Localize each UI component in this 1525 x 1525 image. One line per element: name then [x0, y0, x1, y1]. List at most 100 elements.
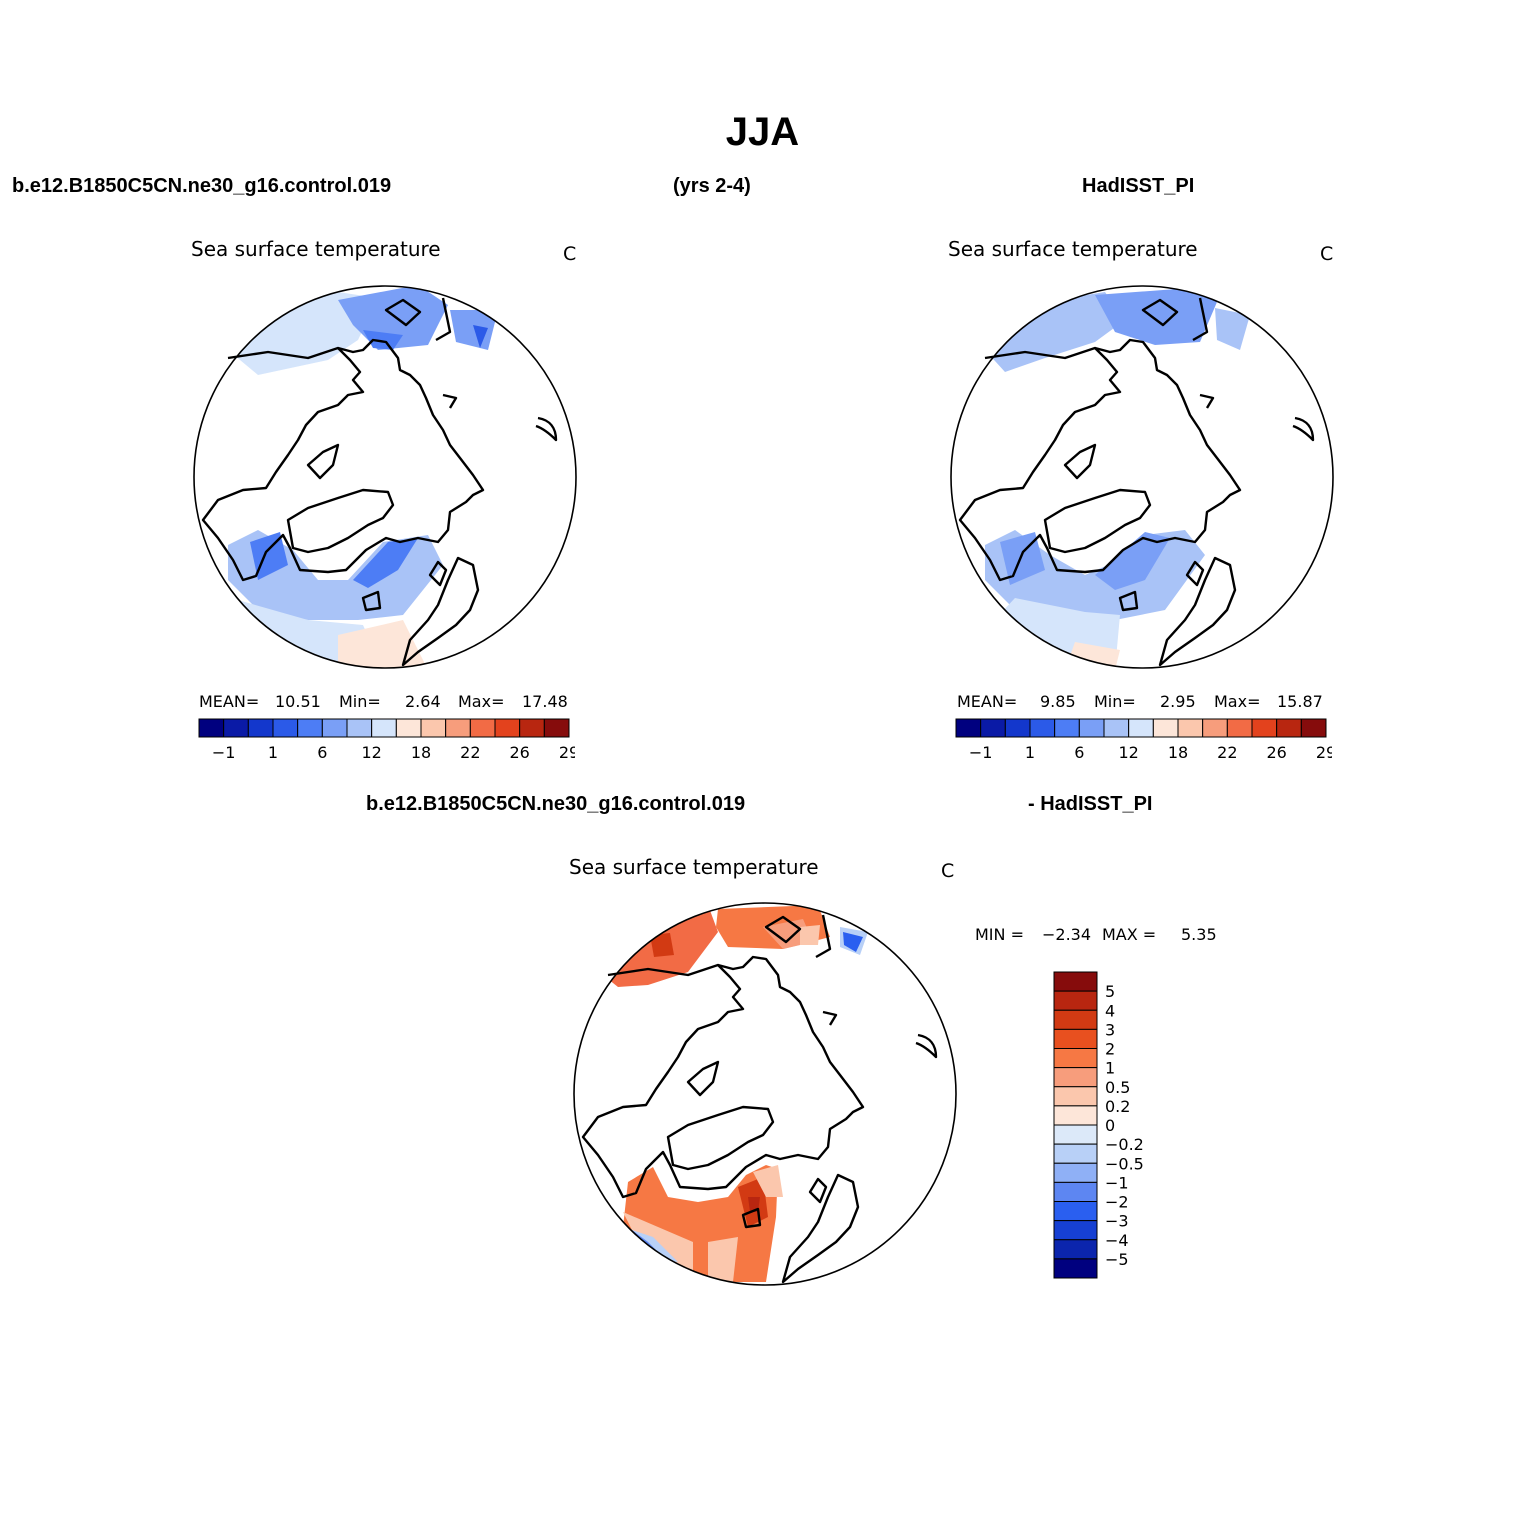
sst-field-shading: [228, 286, 498, 668]
colorbar-tick-label: 22: [460, 743, 480, 762]
colorbar-swatch: [1078, 718, 1105, 738]
colorbar-swatch: [1300, 718, 1327, 738]
colorbar-swatch: [395, 718, 422, 738]
colorbar-tick-label: 3: [1105, 1020, 1115, 1039]
diff-obs-name-header: - HadISST_PI: [1028, 793, 1153, 815]
colorbar-swatch: [1053, 1181, 1098, 1202]
colorbar-swatch: [1053, 1028, 1098, 1049]
colorbar-swatch: [1053, 1009, 1098, 1030]
colorbar-swatch: [1103, 718, 1130, 738]
colorbar-swatch: [346, 718, 373, 738]
colorbar-tick-label: 1: [268, 743, 278, 762]
colorbar-tick-label: 5: [1105, 982, 1115, 1001]
colorbar-swatch: [1053, 1239, 1098, 1260]
min-value: −2.34: [1042, 925, 1092, 944]
obs-sst-polar-map: [950, 285, 1334, 669]
colorbar-tick-label: −1: [1105, 1173, 1129, 1192]
panel-1-units: C: [563, 243, 577, 265]
colorbar-tick-label: 29: [559, 743, 575, 762]
max-label: Max=: [1214, 692, 1261, 711]
colorbar-tick-label: 18: [1168, 743, 1188, 762]
max-value: 17.48: [522, 692, 568, 711]
coastlines: [201, 297, 558, 667]
colorbar-swatch: [1053, 1201, 1098, 1222]
model-sst-polar-map: [193, 285, 577, 669]
colorbar-swatch: [1053, 1162, 1098, 1183]
colorbar-swatch: [1053, 1258, 1098, 1279]
obs-name-header: HadISST_PI: [1082, 175, 1195, 197]
max-label: Max=: [458, 692, 505, 711]
colorbar-swatch: [1053, 990, 1098, 1011]
max-label: MAX =: [1102, 925, 1157, 944]
mean-value: 10.51: [275, 692, 321, 711]
colorbar-tick-label: 1: [1025, 743, 1035, 762]
colorbar-swatch: [1202, 718, 1228, 738]
colorbar-swatch: [1053, 1086, 1098, 1107]
map-boundary-circle: [573, 902, 957, 1286]
colorbar-tick-label: 6: [1074, 743, 1084, 762]
panel-1-variable-title: Sea surface temperature: [191, 237, 441, 261]
panel-2-units: C: [1320, 243, 1334, 265]
colorbar-swatch: [198, 718, 225, 738]
colorbar-swatch: [247, 718, 274, 738]
figure-title: JJA: [725, 110, 800, 154]
panel-2-colorbar: −1 1 6 12 18 22 26 29: [955, 718, 1332, 762]
colorbar-tick-label: 18: [411, 743, 431, 762]
min-label: Min=: [1094, 692, 1136, 711]
colorbar-tick-label: −1: [969, 743, 993, 762]
colorbar-swatch: [955, 718, 982, 738]
colorbar-swatch: [1053, 1067, 1098, 1088]
colorbar-tick-label: 26: [1266, 743, 1286, 762]
colorbar-tick-label: 29: [1316, 743, 1332, 762]
colorbar-tick-label: −1: [212, 743, 236, 762]
min-label: Min=: [339, 692, 381, 711]
colorbar-swatch: [1053, 1143, 1098, 1164]
colorbar-swatch: [420, 718, 447, 738]
colorbar-swatch: [1053, 1048, 1098, 1069]
colorbar-tick-label: 26: [509, 743, 529, 762]
colorbar-tick-label: 1: [1105, 1059, 1115, 1078]
max-value: 5.35: [1181, 925, 1217, 944]
colorbar-swatch: [1276, 718, 1302, 738]
colorbar-swatch: [543, 718, 570, 738]
colorbar-tick-label: 2: [1105, 1040, 1115, 1059]
colorbar-tick-label: −3: [1105, 1212, 1129, 1231]
colorbar-swatch: [321, 718, 348, 738]
colorbar-swatch: [1177, 718, 1204, 738]
colorbar-swatch: [272, 718, 299, 738]
colorbar-tick-label: 0.2: [1105, 1097, 1130, 1116]
colorbar-swatch: [1226, 718, 1253, 738]
diff-case-name-header: b.e12.B1850C5CN.ne30_g16.control.019: [366, 793, 746, 815]
colorbar-swatch: [494, 718, 521, 738]
colorbar-tick-label: 12: [1118, 743, 1138, 762]
colorbar-swatch: [223, 718, 249, 738]
colorbar-swatch: [980, 718, 1006, 738]
coastlines: [958, 297, 1315, 667]
colorbar-swatch: [1053, 1124, 1098, 1145]
colorbar-swatch: [1053, 1105, 1098, 1126]
panel-3-units: C: [941, 860, 955, 882]
map-boundary-circle: [193, 285, 577, 669]
colorbar-tick-label: −4: [1105, 1231, 1129, 1250]
colorbar-swatch: [1053, 1220, 1098, 1241]
colorbar-tick-label: 0: [1105, 1116, 1115, 1135]
colorbar-tick-label: 22: [1217, 743, 1237, 762]
colorbar-tick-label: −0.5: [1105, 1154, 1144, 1173]
panel-2-variable-title: Sea surface temperature: [948, 237, 1198, 261]
min-value: 2.64: [405, 692, 441, 711]
max-value: 15.87: [1277, 692, 1323, 711]
colorbar-tick-label: 6: [317, 743, 327, 762]
panel-3-variable-title: Sea surface temperature: [569, 855, 819, 879]
coastlines: [581, 914, 938, 1284]
panel-1-stats: MEAN= 10.51 Min= 2.64 Max= 17.48: [199, 692, 579, 712]
map-boundary-circle: [950, 285, 1334, 669]
mean-label: MEAN=: [957, 692, 1018, 711]
colorbar-tick-label: 12: [361, 743, 381, 762]
colorbar-swatch: [1004, 718, 1031, 738]
panel-2-stats: MEAN= 9.85 Min= 2.95 Max= 15.87: [957, 692, 1337, 712]
sst-difference-shading: [603, 905, 868, 1282]
panel-1-colorbar: −1 1 6 12 18 22 26 29: [198, 718, 575, 762]
colorbar-tick-label: −5: [1105, 1250, 1129, 1269]
mean-value: 9.85: [1040, 692, 1076, 711]
